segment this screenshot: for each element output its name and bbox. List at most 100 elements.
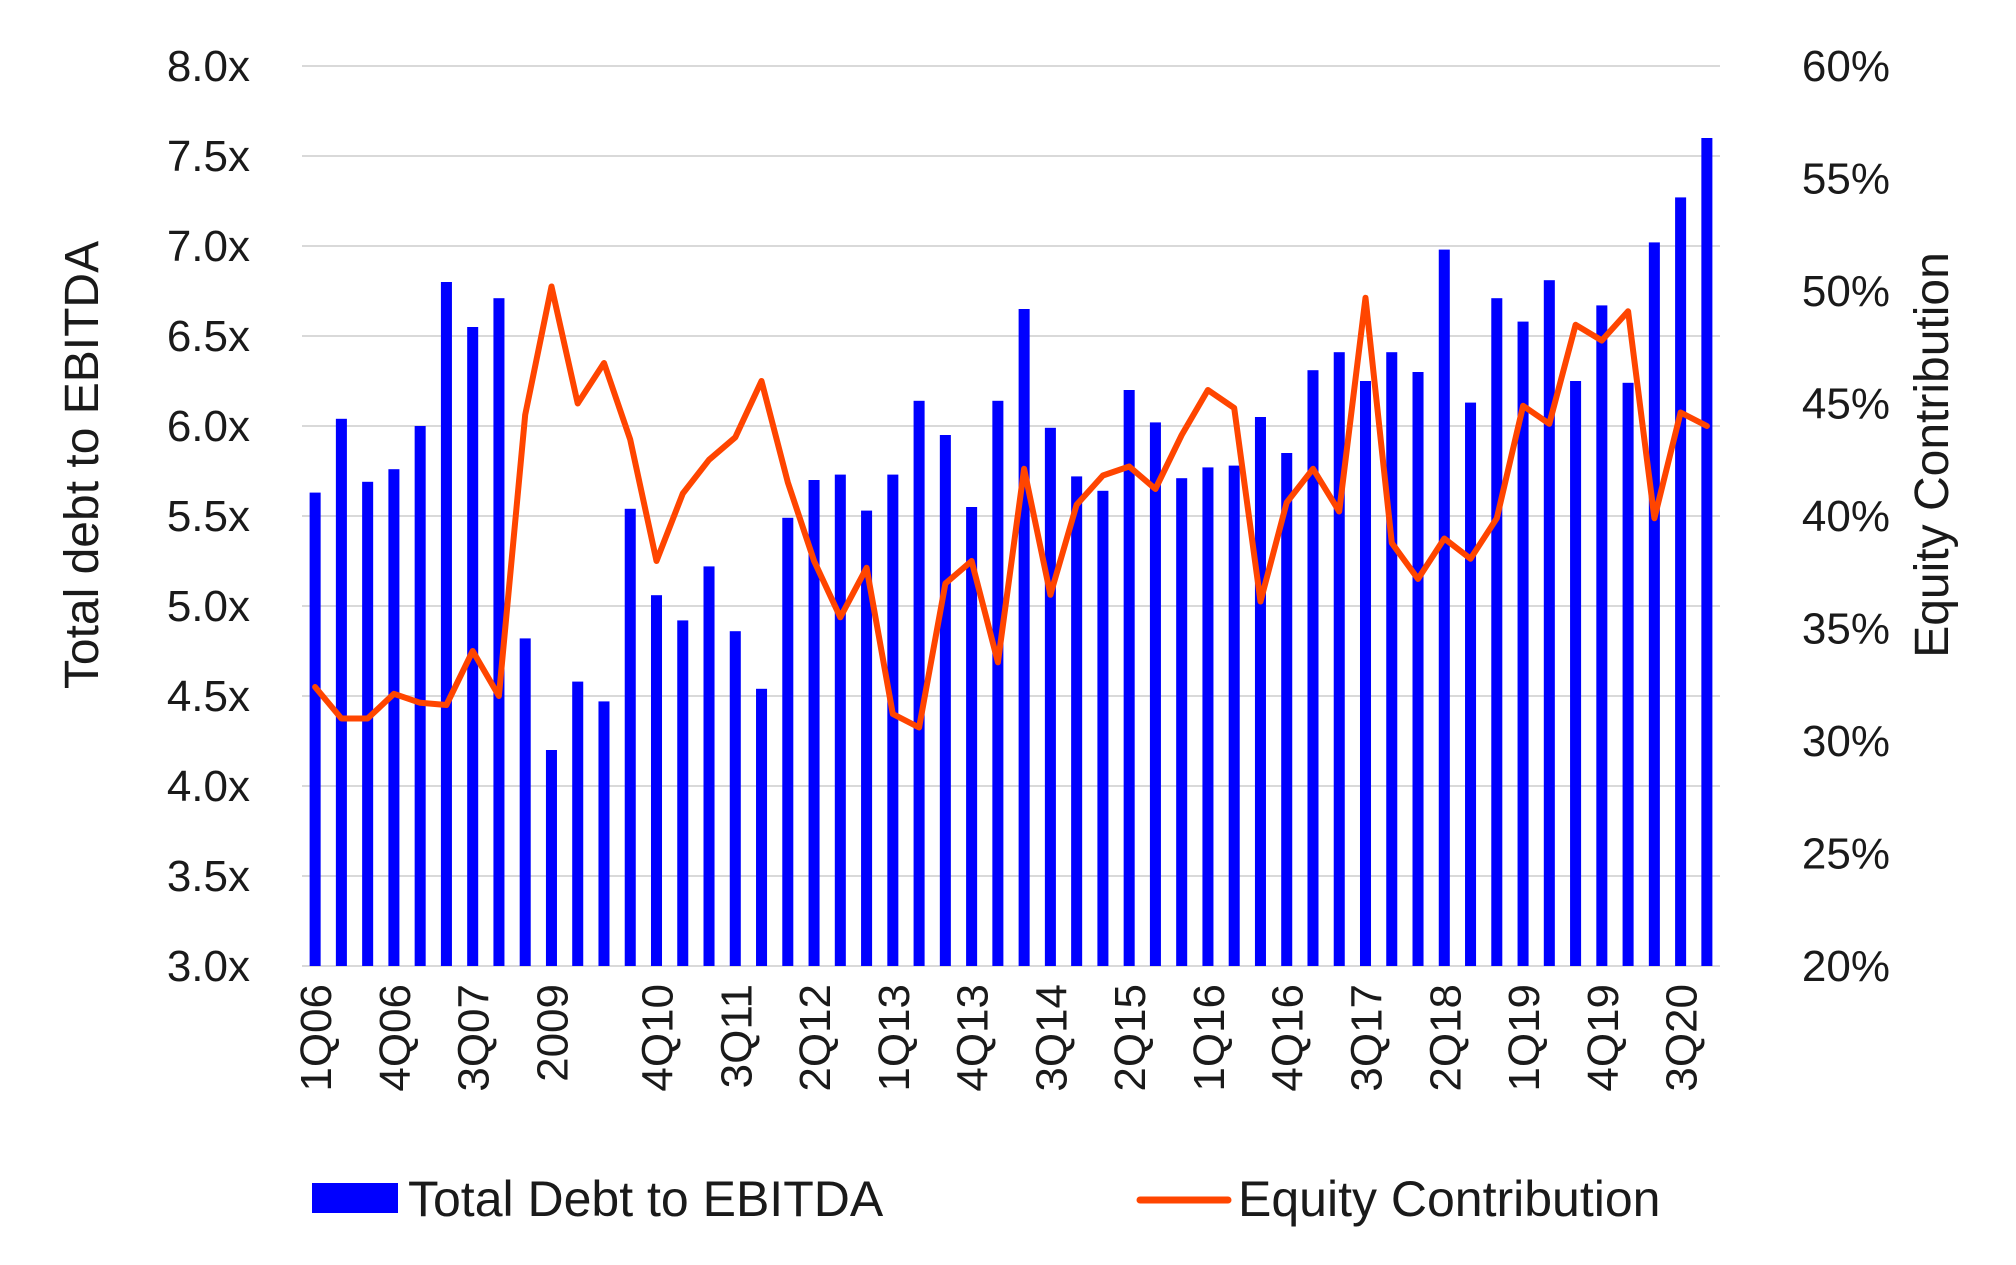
bar — [1675, 197, 1687, 966]
legend-line-label: Equity Contribution — [1238, 1171, 1660, 1227]
bar — [939, 435, 951, 966]
bar — [1648, 242, 1660, 966]
bar — [1412, 372, 1424, 966]
bar — [703, 566, 715, 966]
x-tick-label: 4Q19 — [1579, 984, 1628, 1092]
bar — [1701, 138, 1713, 966]
y2-tick-label: 55% — [1802, 155, 1890, 204]
right-axis-title: Equity Contribution — [1906, 252, 1959, 658]
y2-tick-label: 25% — [1802, 830, 1890, 879]
x-tick-label: 3Q14 — [1027, 984, 1076, 1092]
bar — [1123, 390, 1135, 966]
bar — [861, 510, 873, 966]
bar — [1176, 478, 1188, 966]
y-tick-label: 7.0x — [167, 222, 250, 271]
y2-tick-label: 45% — [1802, 380, 1890, 429]
left-axis-ticks: 3.0x 3.5x 4.0x 4.5x 5.0x 5.5x 6.0x 6.5x 7.0x 7.5x… — [167, 42, 250, 991]
y-tick-label: 5.5x — [167, 492, 250, 541]
bar — [966, 507, 978, 966]
bar — [1149, 422, 1161, 966]
y2-tick-label: 60% — [1802, 42, 1890, 91]
y-tick-label: 7.5x — [167, 132, 250, 181]
x-tick-label: 1Q13 — [870, 984, 919, 1092]
bar — [1438, 249, 1450, 967]
y-tick-label: 3.0x — [167, 942, 250, 991]
bar — [677, 620, 689, 966]
y-tick-label: 8.0x — [167, 42, 250, 91]
x-tick-label: 3Q11 — [712, 984, 761, 1088]
bar — [1386, 352, 1398, 966]
x-tick-label: 3Q17 — [1343, 984, 1392, 1092]
bar — [309, 492, 321, 966]
bar — [1097, 490, 1109, 966]
bar — [1622, 382, 1634, 966]
y2-tick-label: 20% — [1802, 942, 1890, 991]
y-tick-label: 4.5x — [167, 672, 250, 721]
bar — [1465, 402, 1477, 967]
bar — [808, 480, 820, 966]
bar — [1543, 280, 1555, 966]
bar — [887, 474, 899, 966]
bar — [1491, 298, 1503, 966]
bar — [992, 400, 1004, 966]
bar — [1044, 427, 1056, 966]
bar — [467, 327, 479, 966]
bar — [1517, 321, 1529, 967]
bar — [782, 517, 794, 966]
bar — [1071, 476, 1083, 966]
bar — [1018, 309, 1030, 966]
bar — [756, 688, 768, 966]
bar — [1359, 381, 1372, 966]
x-tick-label: 3Q20 — [1658, 984, 1707, 1092]
bar — [1228, 465, 1240, 966]
bar — [650, 595, 663, 966]
bar — [1333, 352, 1345, 966]
left-axis-title: Total debt to EBITDA — [56, 241, 109, 689]
bar — [624, 508, 636, 966]
bar — [598, 701, 610, 966]
x-tick-label: 4Q13 — [949, 984, 998, 1092]
y-tick-label: 5.0x — [167, 582, 250, 631]
x-tick-label: 2Q12 — [791, 984, 840, 1092]
x-tick-label: 1Q16 — [1185, 984, 1234, 1092]
x-tick-label: 4Q16 — [1264, 984, 1313, 1092]
bar — [1254, 417, 1266, 966]
bar — [834, 474, 846, 966]
bar — [519, 638, 531, 966]
x-tick-label: 2Q15 — [1106, 984, 1155, 1092]
bar — [1202, 467, 1214, 966]
bar-series — [309, 138, 1713, 967]
x-tick-label: 2009 — [528, 984, 577, 1082]
x-axis-ticks: 1Q06 4Q06 3Q07 2009 4Q10 3Q11 2Q12 1Q13 4Q13 3Q14… — [292, 984, 1706, 1092]
y2-tick-label: 40% — [1802, 492, 1890, 541]
x-tick-label: 1Q19 — [1500, 984, 1549, 1092]
y-tick-label: 3.5x — [167, 852, 250, 901]
legend-bar-swatch — [312, 1183, 398, 1213]
x-tick-label: 2Q18 — [1421, 984, 1470, 1092]
bar — [440, 282, 452, 966]
bar — [1570, 381, 1582, 966]
y-tick-label: 6.5x — [167, 312, 250, 361]
bar — [572, 681, 584, 966]
bar — [1307, 370, 1319, 966]
y-tick-label: 6.0x — [167, 402, 250, 451]
bar — [1596, 305, 1608, 966]
legend-bar-label: Total Debt to EBITDA — [408, 1171, 884, 1227]
y2-tick-label: 35% — [1802, 605, 1890, 654]
right-axis-ticks: 20% 25% 30% 35% 40% 45% 50% 55% 60% — [1802, 42, 1890, 991]
bar — [545, 750, 557, 966]
bar — [913, 400, 925, 966]
bar — [414, 426, 426, 966]
bar — [362, 481, 374, 966]
bar — [493, 298, 505, 966]
legend: Total Debt to EBITDA Equity Contribution — [312, 1171, 1660, 1227]
y2-tick-label: 50% — [1802, 267, 1890, 316]
gridlines — [302, 65, 1720, 967]
x-tick-label: 3Q07 — [450, 984, 499, 1092]
x-tick-label: 1Q06 — [292, 984, 341, 1092]
bar — [1281, 453, 1293, 966]
x-tick-label: 4Q06 — [371, 984, 420, 1092]
y-tick-label: 4.0x — [167, 762, 250, 811]
equity-contribution-line — [312, 283, 1710, 731]
